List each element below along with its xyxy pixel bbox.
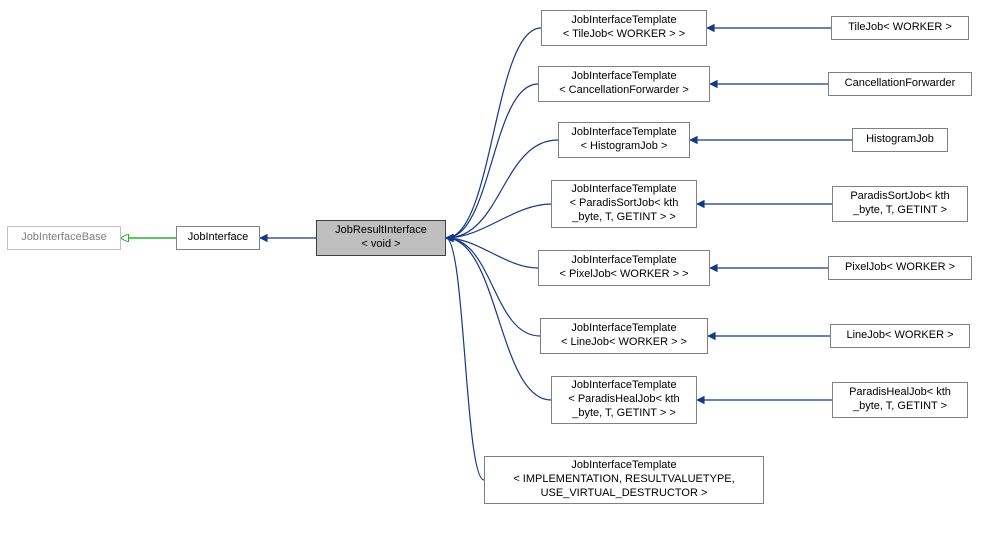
node-t_pheal[interactable]: JobInterfaceTemplate< ParadisHealJob< kt… [551,376,697,424]
node-label: < LineJob< WORKER > > [561,336,687,350]
node-label: _byte, T, GETINT > [853,400,947,414]
node-label: _byte, T, GETINT > > [572,211,676,225]
node-jri[interactable]: JobResultInterface< void > [316,220,446,256]
edge-t_pheal-to-jri [446,238,551,400]
node-label: ParadisHealJob< kth [849,386,951,400]
node-label: < ParadisHealJob< kth [568,393,679,407]
node-label: HistogramJob [866,133,934,147]
node-label: JobInterfaceTemplate [571,379,676,393]
node-label: CancellationForwarder [845,77,956,91]
node-label: < IMPLEMENTATION, RESULTVALUETYPE, [513,473,734,487]
node-t_impl[interactable]: JobInterfaceTemplate< IMPLEMENTATION, RE… [484,456,764,504]
edge-t_impl-to-jri [446,238,484,480]
node-label: JobInterfaceTemplate [571,70,676,84]
node-t_hist[interactable]: JobInterfaceTemplate< HistogramJob > [558,122,690,158]
node-pixel[interactable]: PixelJob< WORKER > [828,256,972,280]
node-line[interactable]: LineJob< WORKER > [830,324,970,348]
node-label: JobResultInterface [335,224,427,238]
node-label: < void > [361,238,400,252]
node-label: JobInterfaceTemplate [571,459,676,473]
node-t_pixel[interactable]: JobInterfaceTemplate< PixelJob< WORKER >… [538,250,710,286]
node-label: LineJob< WORKER > [847,329,954,343]
node-label: JobInterfaceTemplate [571,126,676,140]
node-t_tile[interactable]: JobInterfaceTemplate< TileJob< WORKER > … [541,10,707,46]
node-pheal[interactable]: ParadisHealJob< kth_byte, T, GETINT > [832,382,968,418]
node-label: TileJob< WORKER > [848,21,952,35]
edge-t_tile-to-jri [446,28,541,238]
edge-t_line-to-jri [446,238,540,336]
node-label: JobInterfaceTemplate [571,322,676,336]
node-label: < HistogramJob > [581,140,668,154]
node-label: JobInterfaceTemplate [571,14,676,28]
diagram-canvas: JobInterfaceBase JobInterface JobResultInt… [0,0,984,555]
node-label: _byte, T, GETINT > [853,204,947,218]
node-label: < CancellationForwarder > [559,84,689,98]
node-t_line[interactable]: JobInterfaceTemplate< LineJob< WORKER > … [540,318,708,354]
node-label: ParadisSortJob< kth [850,190,949,204]
node-label: < ParadisSortJob< kth [570,197,679,211]
node-label: JobInterfaceBase [21,231,107,245]
edge-t_pixel-to-jri [446,238,538,268]
node-tile[interactable]: TileJob< WORKER > [831,16,969,40]
node-label: < TileJob< WORKER > > [563,28,685,42]
node-label: JobInterfaceTemplate [571,254,676,268]
node-label: JobInterfaceTemplate [571,183,676,197]
node-label: _byte, T, GETINT > > [572,407,676,421]
node-label: < PixelJob< WORKER > > [560,268,689,282]
node-psort[interactable]: ParadisSortJob< kth_byte, T, GETINT > [832,186,968,222]
node-ji[interactable]: JobInterface [176,226,260,250]
node-t_cancel[interactable]: JobInterfaceTemplate< CancellationForwar… [538,66,710,102]
node-label: USE_VIRTUAL_DESTRUCTOR > [541,487,708,501]
node-cancel[interactable]: CancellationForwarder [828,72,972,96]
node-label: JobInterface [188,231,249,245]
edge-t_hist-to-jri [446,140,558,238]
node-label: PixelJob< WORKER > [845,261,955,275]
node-jib: JobInterfaceBase [7,226,121,250]
node-hist[interactable]: HistogramJob [852,128,948,152]
edge-t_cancel-to-jri [446,84,538,238]
node-t_psort[interactable]: JobInterfaceTemplate< ParadisSortJob< kt… [551,180,697,228]
edge-t_psort-to-jri [446,204,551,238]
